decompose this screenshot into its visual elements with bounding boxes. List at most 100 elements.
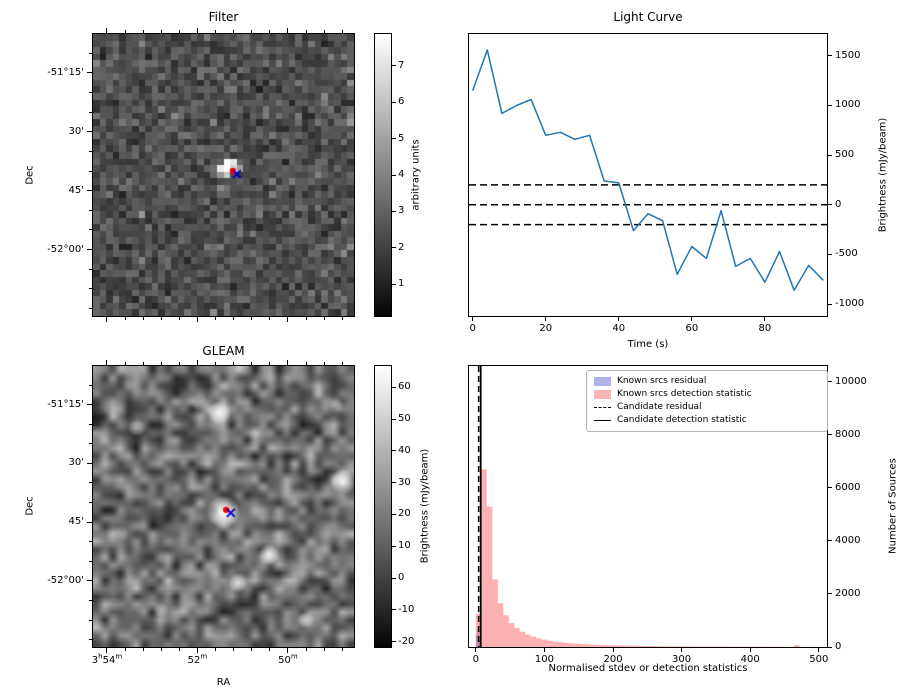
colorbar-tick-mark [392, 247, 396, 249]
x-tick-mark [287, 317, 289, 322]
light-curve-canvas [469, 49, 827, 291]
hist-bar [596, 644, 603, 647]
colorbar-tick-label: 30 [398, 476, 411, 488]
x-minor-tick-mark [251, 317, 253, 320]
colorbar-tick-mark [392, 386, 396, 388]
x-tick-label: 3h54m [91, 652, 123, 666]
colorbar-tick-mark [392, 545, 396, 547]
y-tick-mark [828, 540, 832, 542]
y-tick-label: 45' [68, 516, 84, 528]
x-tick-label: 100 [534, 654, 554, 665]
x-tick-label: 40 [612, 323, 626, 334]
y-tick-label: 0 [835, 641, 842, 652]
x-tick-mark [106, 317, 108, 322]
legend-label: Known srcs detection statistic [617, 389, 752, 399]
x-minor-tick-mark [142, 30, 144, 33]
x-minor-tick-mark [142, 648, 144, 651]
colorbar-tick-mark [392, 65, 396, 67]
colorbar-tick-mark [392, 450, 396, 452]
x-minor-tick-mark [142, 317, 144, 320]
colorbar-tick-mark [392, 418, 396, 420]
x-minor-tick-mark [178, 317, 180, 320]
hist-bar [695, 646, 701, 647]
gleam-ylabel: Dec [24, 496, 36, 516]
gleam-colorbar [374, 365, 392, 648]
y-minor-tick-mark [89, 443, 92, 445]
x-tick-label: 80 [758, 323, 772, 334]
hist-bar [558, 642, 564, 647]
colorbar-tick-label: -10 [398, 603, 415, 615]
x-minor-tick-mark [323, 30, 325, 33]
x-minor-tick-mark [160, 648, 162, 651]
x-minor-tick-mark [269, 30, 271, 33]
y-tick-mark [828, 303, 832, 305]
x-minor-tick-mark [124, 362, 126, 365]
x-minor-tick-mark [323, 648, 325, 651]
y-minor-tick-mark [89, 639, 92, 641]
y-minor-tick-mark [89, 91, 92, 93]
y-minor-tick-mark [89, 288, 92, 290]
y-tick-label: 8000 [835, 428, 861, 440]
y-minor-tick-mark [89, 619, 92, 621]
hist-bar [475, 635, 478, 647]
filter-title: Filter [208, 10, 239, 24]
colorbar-tick-label: 3 [398, 205, 405, 217]
x-minor-tick-mark [160, 317, 162, 320]
x-minor-tick-mark [251, 362, 253, 365]
y-minor-tick-mark [89, 599, 92, 601]
y-tick-mark [87, 404, 92, 406]
x-minor-tick-mark [323, 362, 325, 365]
hist-bar [667, 646, 674, 647]
x-minor-tick-mark [178, 30, 180, 33]
histogram-ylabel: Number of Sources [887, 458, 899, 554]
x-minor-tick-mark [251, 648, 253, 651]
gleam-colorbar-label: Brightness (mJy/beam) [419, 448, 431, 564]
y-minor-tick-mark [89, 308, 92, 310]
legend-line-sample [594, 420, 611, 421]
hist-bar [591, 644, 597, 647]
y-minor-tick-mark [89, 268, 92, 270]
x-minor-tick-mark [215, 362, 217, 365]
histogram-xlabel: Normalised stdev or detection statistics [548, 663, 748, 674]
x-tick-mark [749, 648, 751, 652]
colorbar-tick-label: -20 [398, 635, 415, 647]
colorbar-tick-mark [392, 609, 396, 611]
gleam-plot [92, 365, 355, 648]
hist-bar [794, 645, 800, 647]
y-tick-label: 500 [835, 149, 855, 161]
x-tick-mark [287, 648, 289, 653]
x-tick-mark [287, 360, 289, 365]
y-tick-label: 30' [68, 457, 84, 469]
y-minor-tick-mark [89, 423, 92, 425]
x-tick-label: 200 [603, 654, 623, 665]
x-minor-tick-mark [142, 362, 144, 365]
filter-plot [92, 33, 355, 317]
hist-bar [486, 506, 493, 647]
hist-bar [541, 639, 548, 647]
y-tick-label: 30' [68, 125, 84, 137]
hist-bar [530, 636, 537, 647]
x-tick-label: 500 [809, 654, 829, 665]
hist-bar [607, 645, 614, 647]
colorbar-tick-label: 2 [398, 241, 405, 253]
x-minor-tick-mark [215, 648, 217, 651]
y-tick-mark [828, 55, 832, 57]
colorbar-tick-mark [392, 138, 396, 140]
y-tick-label: 4000 [835, 534, 861, 546]
hist-bar [514, 627, 520, 647]
y-tick-mark [828, 253, 832, 255]
legend-label: Candidate residual [617, 402, 702, 412]
filter-colorbar [374, 33, 392, 317]
light-curve-title: Light Curve [613, 10, 683, 24]
x-tick-mark [472, 317, 474, 321]
y-tick-mark [87, 580, 92, 582]
x-tick-mark [543, 648, 545, 652]
x-minor-tick-mark [341, 317, 343, 320]
hist-bar [580, 644, 586, 647]
gleam-xlabel: RA [216, 677, 231, 688]
y-tick-label: -500 [835, 248, 858, 260]
x-minor-tick-mark [305, 362, 307, 365]
y-tick-label: 0 [835, 198, 842, 210]
x-minor-tick-mark [251, 30, 253, 33]
colorbar-tick-mark [392, 513, 396, 515]
